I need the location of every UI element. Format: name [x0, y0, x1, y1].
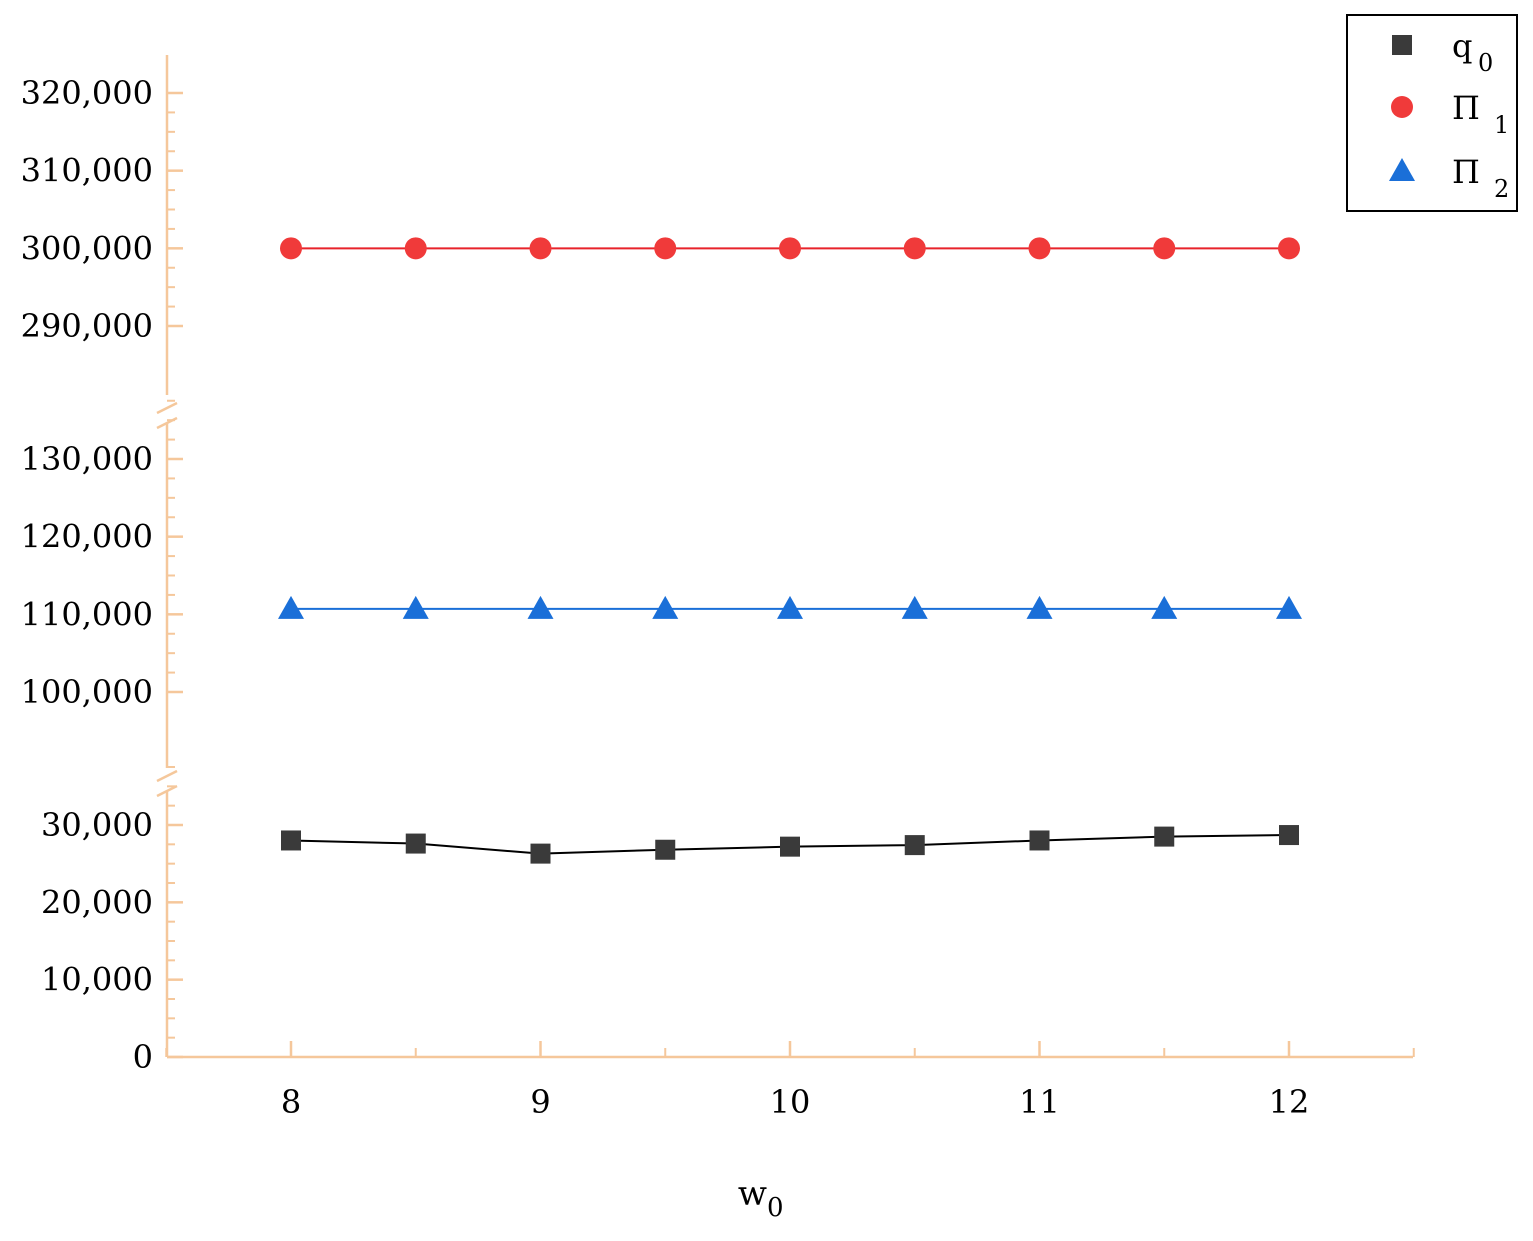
legend-label: Π: [1452, 153, 1480, 191]
axes: 0 10,000 20,000 30,000 100,000 110,000 120,000…: [21, 55, 1415, 1121]
data-point-square: [780, 836, 800, 857]
y-tick-label: 0: [133, 1038, 153, 1076]
y-tick-label: 20,000: [41, 883, 153, 921]
x-axis-label-subscript: 0: [767, 1193, 784, 1223]
data-point-circle: [280, 237, 302, 260]
y-tick-label: 10,000: [41, 961, 153, 999]
y-tick-label: 300,000: [21, 229, 153, 267]
x-tick-label: 11: [1019, 1083, 1060, 1121]
legend-marker-circle: [1391, 96, 1413, 118]
data-point-square: [655, 839, 676, 860]
legend-label-subscript: 0: [1478, 49, 1493, 77]
y-tick-label: 320,000: [21, 74, 153, 112]
data-point-square: [281, 830, 301, 851]
legend-marker-square: [1392, 35, 1412, 55]
y-tick-label: 310,000: [21, 152, 153, 190]
data-point-triangle: [901, 595, 928, 619]
data-point-square: [1154, 826, 1175, 847]
data-point-circle: [903, 237, 926, 260]
legend-label-subscript: 1: [1494, 111, 1509, 139]
series-0: [281, 825, 1299, 864]
data-point-triangle: [1026, 595, 1053, 619]
data-point-triangle: [402, 595, 429, 619]
legend-label: Π: [1452, 89, 1480, 127]
y-tick-label: 30,000: [41, 806, 153, 844]
series-1: [280, 237, 1300, 260]
x-tick-label: 9: [530, 1083, 550, 1121]
y-tick-label: 100,000: [21, 673, 153, 711]
series-2: [278, 595, 1302, 619]
data-point-triangle: [777, 595, 803, 619]
data-point-square: [1029, 830, 1050, 851]
data-point-square: [1279, 825, 1299, 846]
data-point-circle: [1153, 237, 1176, 260]
data-point-triangle: [1276, 595, 1302, 619]
axis-break-mark: [156, 784, 178, 798]
x-tick-label: 8: [281, 1083, 301, 1121]
data-point-square: [405, 833, 426, 854]
axis-break-mark: [156, 401, 178, 415]
legend-box: [1346, 14, 1518, 212]
y-tick-label: 290,000: [21, 307, 153, 345]
x-axis-label-text: w: [738, 1174, 767, 1214]
data-point-circle: [1028, 237, 1051, 260]
data-point-circle: [654, 237, 677, 260]
legend: q 0Π 1Π 2: [1346, 14, 1518, 212]
data-point-circle: [1278, 237, 1300, 260]
x-axis-label: w 0: [738, 1174, 784, 1223]
x-tick-label: 10: [770, 1083, 811, 1121]
data-point-circle: [529, 237, 552, 260]
data-point-triangle: [278, 595, 304, 619]
legend-label: q: [1452, 27, 1472, 65]
x-tick-label: 12: [1269, 1083, 1310, 1121]
data-point-square: [904, 835, 925, 856]
data-point-circle: [779, 237, 801, 260]
y-tick-label: 130,000: [21, 440, 153, 478]
y-tick-label: 120,000: [21, 518, 153, 556]
data-point-circle: [404, 237, 427, 260]
data-point-square: [530, 843, 551, 864]
data-point-triangle: [527, 595, 554, 619]
data-point-triangle: [652, 595, 679, 619]
data-point-triangle: [1151, 595, 1178, 619]
series-layer: [278, 237, 1302, 864]
axis-break-mark: [156, 769, 178, 783]
legend-label-subscript: 2: [1494, 175, 1509, 203]
y-tick-label: 110,000: [21, 595, 153, 633]
legend-marker-triangle: [1389, 158, 1415, 181]
